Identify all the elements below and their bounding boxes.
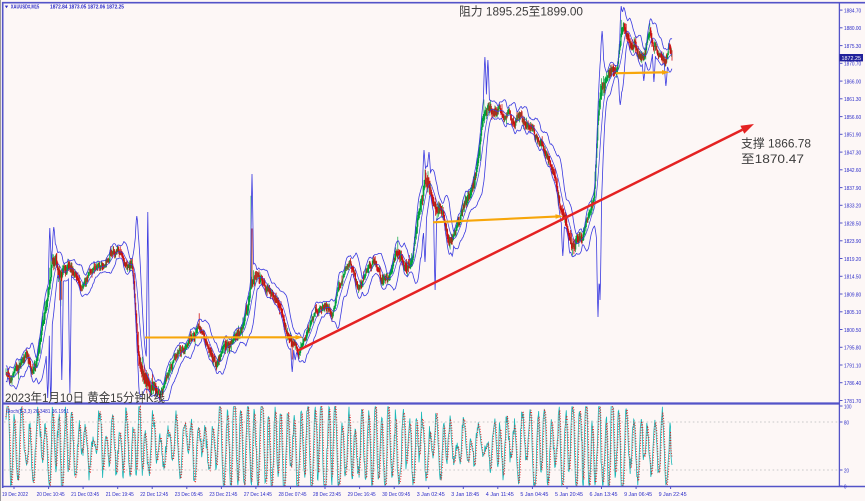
svg-text:20 Dec 10:45: 20 Dec 10:45 xyxy=(37,492,65,498)
svg-text:5 Jan 04:45: 5 Jan 04:45 xyxy=(520,492,548,498)
svg-text:21 Dec 03:45: 21 Dec 03:45 xyxy=(71,492,99,498)
svg-text:28 Dec 23:45: 28 Dec 23:45 xyxy=(313,492,341,498)
svg-text:22 Dec 12:45: 22 Dec 12:45 xyxy=(140,492,168,498)
svg-text:9 Jan 06:45: 9 Jan 06:45 xyxy=(624,492,652,498)
svg-text:1800.50: 1800.50 xyxy=(844,328,861,334)
svg-text:1786.40: 1786.40 xyxy=(844,381,861,387)
svg-text:100: 100 xyxy=(844,404,852,410)
svg-text:1851.90: 1851.90 xyxy=(844,133,861,139)
svg-text:1781.70: 1781.70 xyxy=(844,399,861,405)
svg-text:3 Jan 18:45: 3 Jan 18:45 xyxy=(451,492,479,498)
svg-text:1875.30: 1875.30 xyxy=(844,44,861,50)
svg-text:1809.80: 1809.80 xyxy=(844,292,861,298)
svg-text:1880.00: 1880.00 xyxy=(844,26,861,32)
svg-text:1866.00: 1866.00 xyxy=(844,79,861,85)
svg-text:1819.20: 1819.20 xyxy=(844,257,861,263)
svg-text:至1870.47: 至1870.47 xyxy=(741,152,804,166)
svg-text:5 Jan 20:45: 5 Jan 20:45 xyxy=(555,492,583,498)
svg-text:Stoch(5,3,3) 26.3481 36.1951: Stoch(5,3,3) 26.3481 36.1951 xyxy=(6,409,69,415)
svg-text:1842.60: 1842.60 xyxy=(844,168,861,174)
svg-text:支撑 1866.78: 支撑 1866.78 xyxy=(741,136,811,151)
svg-text:30 Dec 09:45: 30 Dec 09:45 xyxy=(382,492,410,498)
svg-text:1814.50: 1814.50 xyxy=(844,275,861,281)
svg-text:1791.10: 1791.10 xyxy=(844,363,861,369)
svg-text:0: 0 xyxy=(844,484,847,490)
svg-text:20: 20 xyxy=(844,468,849,474)
svg-text:1847.30: 1847.30 xyxy=(844,150,861,156)
svg-text:4 Jan 11:45: 4 Jan 11:45 xyxy=(486,492,514,498)
svg-text:1856.60: 1856.60 xyxy=(844,115,861,121)
svg-text:6 Jan 13:45: 6 Jan 13:45 xyxy=(590,492,618,498)
svg-text:XAUUSD#,M15: XAUUSD#,M15 xyxy=(11,5,40,11)
svg-text:9 Jan 22:45: 9 Jan 22:45 xyxy=(659,492,687,498)
svg-text:80: 80 xyxy=(844,420,849,426)
svg-text:1872.25: 1872.25 xyxy=(842,56,862,62)
svg-text:3 Jan 02:45: 3 Jan 02:45 xyxy=(417,492,445,498)
svg-text:23 Dec 21:45: 23 Dec 21:45 xyxy=(209,492,237,498)
svg-text:1823.90: 1823.90 xyxy=(844,239,861,245)
svg-text:28 Dec 07:45: 28 Dec 07:45 xyxy=(279,492,307,498)
svg-text:2023年1月10日 黄金15分钟K线: 2023年1月10日 黄金15分钟K线 xyxy=(5,390,165,405)
svg-text:19 Dec 2022: 19 Dec 2022 xyxy=(2,492,28,498)
svg-text:1884.70: 1884.70 xyxy=(844,8,861,14)
svg-text:1870.70: 1870.70 xyxy=(844,62,861,68)
svg-text:1805.10: 1805.10 xyxy=(844,310,861,316)
svg-text:21 Dec 19:45: 21 Dec 19:45 xyxy=(106,492,134,498)
svg-text:23 Dec 05:45: 23 Dec 05:45 xyxy=(175,492,203,498)
svg-text:29 Dec 16:45: 29 Dec 16:45 xyxy=(348,492,376,498)
svg-text:1828.50: 1828.50 xyxy=(844,221,861,227)
svg-text:1837.90: 1837.90 xyxy=(844,186,861,192)
svg-text:1795.80: 1795.80 xyxy=(844,346,861,352)
svg-text:1861.30: 1861.30 xyxy=(844,97,861,103)
svg-text:1872.84 1873.05 1872.06 1872.2: 1872.84 1873.05 1872.06 1872.25 xyxy=(50,5,124,11)
svg-text:27 Dec 14:45: 27 Dec 14:45 xyxy=(244,492,272,498)
svg-text:阻力 1895.25至1899.00: 阻力 1895.25至1899.00 xyxy=(459,5,583,19)
svg-text:1833.20: 1833.20 xyxy=(844,204,861,210)
